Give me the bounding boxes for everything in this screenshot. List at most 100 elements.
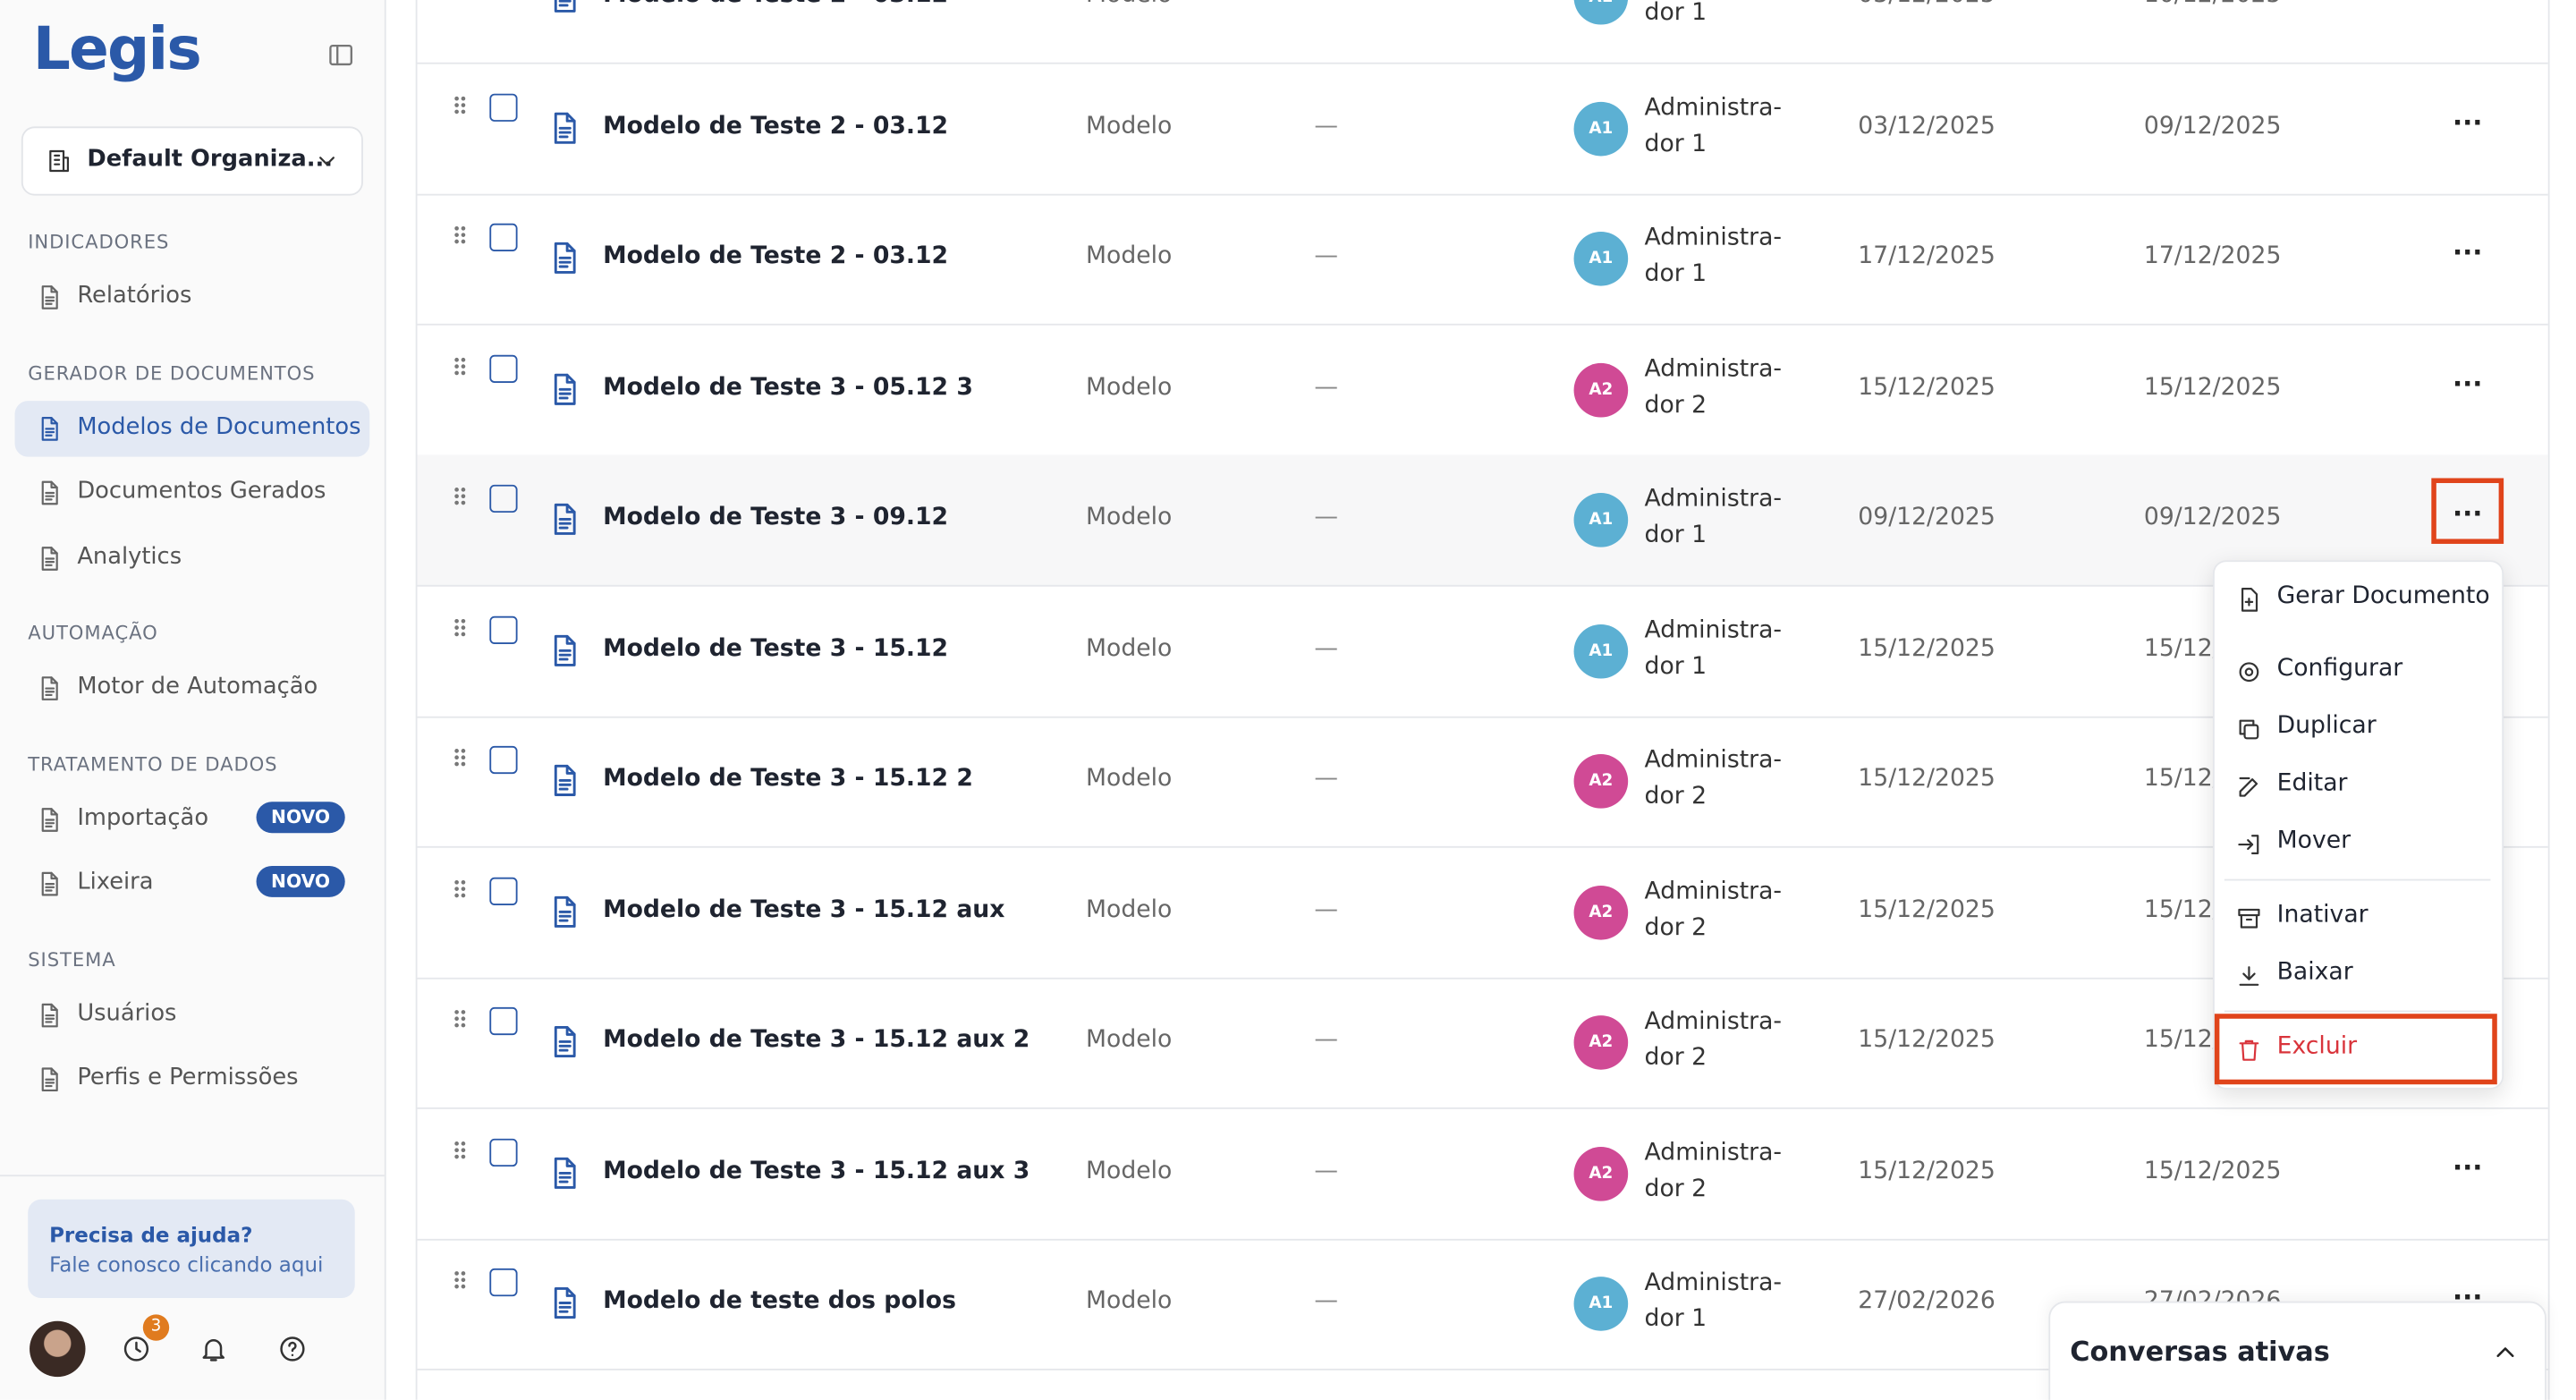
checkbox[interactable]	[489, 1006, 518, 1036]
type: Modelo	[1086, 112, 1173, 140]
icon	[454, 95, 466, 114]
menu-item[interactable]: Editar	[2224, 766, 2491, 809]
menu-item[interactable]: Configurar	[2224, 650, 2491, 693]
chat-widget[interactable]: Conversas ativas	[2048, 1301, 2546, 1400]
icon-part	[461, 233, 466, 237]
icon-part	[558, 1171, 572, 1183]
checkbox[interactable]	[489, 615, 518, 644]
icon	[454, 488, 466, 505]
checkbox[interactable]	[489, 223, 518, 252]
menu-item[interactable]: Duplicar	[2224, 708, 2491, 751]
icon	[454, 1141, 466, 1158]
table-row: Modelo de Teste 2 - 03.12Modelo—A1Admini…	[417, 0, 2548, 64]
icon-part	[558, 256, 572, 268]
document-name[interactable]: Modelo de Teste 3 - 15.12 aux 2	[603, 1026, 1030, 1054]
menu-item[interactable]: Gerar Documento	[2224, 579, 2491, 622]
nav-label: Analytics	[77, 543, 182, 570]
menu-item[interactable]: Excluir	[2224, 1029, 2491, 1072]
document-name[interactable]: Modelo de Teste 2 - 03.12	[603, 0, 948, 8]
icon-part	[565, 764, 576, 775]
icon-part	[45, 1078, 55, 1088]
tag: —	[1314, 0, 1338, 8]
checkbox[interactable]	[489, 1268, 518, 1297]
menu-item[interactable]: Baixar	[2224, 955, 2491, 997]
user-avatar: A1	[1573, 231, 1629, 286]
table-row: Modelo de Teste 3 - 05.12 3 Modelo — A2 Admi…	[417, 325, 2548, 456]
checkbox[interactable]	[489, 484, 518, 513]
checkbox[interactable]	[489, 876, 518, 905]
chat-title: Conversas ativas	[2070, 1336, 2330, 1368]
icon-part	[461, 892, 466, 897]
icon	[454, 356, 466, 375]
user-avatar: A1	[1573, 0, 1629, 25]
icon-part	[2251, 835, 2259, 854]
user-name-2: dor 1	[1644, 131, 1707, 157]
table-row: Modelo de Teste 3 - 15.12 aux 3 Modelo — A2…	[417, 1108, 2548, 1240]
nav-item[interactable]: Importação NOVO	[15, 791, 370, 846]
document-name[interactable]: Modelo de teste dos polos	[603, 1287, 956, 1315]
context-menu: Gerar Documento Configurar Duplicar Editar M…	[2213, 560, 2504, 1090]
icon-part	[461, 102, 466, 106]
nav-label: Documentos Gerados	[77, 478, 326, 505]
table-row: Modelo de teste dos polos Modelo — A1 Admini…	[417, 1239, 2548, 1370]
document-name[interactable]: Modelo de Teste 3 - 15.12 aux 3	[603, 1157, 1030, 1184]
user-avatar: A1	[1573, 1277, 1629, 1331]
document-name[interactable]: Modelo de Teste 2 - 03.12	[603, 242, 949, 270]
icon	[280, 1336, 305, 1362]
document-name[interactable]: Modelo de Teste 3 - 05.12 3	[603, 373, 973, 401]
document-name[interactable]: Modelo de Teste 3 - 15.12 aux	[603, 895, 1005, 923]
icon-part	[50, 1002, 58, 1011]
icon-part	[558, 910, 572, 921]
icon	[554, 242, 576, 274]
icon-part	[554, 242, 576, 274]
more-button[interactable]: ···	[2452, 367, 2483, 399]
updated-date: 17/12/2025	[2143, 242, 2282, 270]
created-date: 09/12/2025	[1858, 504, 1996, 531]
nav-item[interactable]: Lixeira NOVO	[15, 856, 370, 912]
nav-item[interactable]: Modelos de Documentos	[14, 400, 370, 456]
user-name-2: dor 1	[1644, 0, 1707, 27]
icon	[554, 111, 576, 143]
nav-item[interactable]: Documentos Gerados	[15, 465, 370, 521]
nav-item[interactable]: Relatórios	[15, 269, 370, 325]
more-button[interactable]: ···	[2452, 497, 2483, 530]
type: Modelo	[1086, 373, 1173, 401]
section-title: GERADOR DE DOCUMENTOS	[28, 361, 316, 384]
document-name[interactable]: Modelo de Teste 2 - 03.12	[603, 112, 949, 140]
table-row: Modelo de Teste 3 - 15.12 aux Modelo — A2 Ad…	[417, 847, 2548, 979]
more-button[interactable]: ···	[2450, 0, 2486, 12]
organization-selector[interactable]: Default Organiza...	[21, 126, 363, 196]
nav-item[interactable]: Analytics	[15, 530, 370, 585]
checkbox[interactable]	[489, 1137, 518, 1167]
icon-part	[454, 631, 459, 636]
highlight-box	[2431, 478, 2504, 544]
more-button[interactable]: ···	[2452, 236, 2483, 268]
tag: —	[1314, 765, 1338, 793]
checkbox[interactable]	[489, 92, 518, 121]
icon-part	[41, 546, 58, 570]
icon-part	[454, 749, 459, 753]
icon-part	[2244, 667, 2254, 676]
icon-part	[454, 225, 459, 231]
more-button[interactable]: ···	[2452, 1150, 2483, 1183]
checkbox[interactable]	[489, 745, 518, 775]
checkbox[interactable]	[489, 353, 518, 383]
document-name[interactable]: Modelo de Teste 3 - 09.12	[603, 504, 949, 531]
user-avatar[interactable]	[30, 1320, 86, 1378]
nav-item[interactable]: Usuários	[15, 987, 370, 1042]
icon-part	[454, 879, 459, 884]
document-name[interactable]: Modelo de Teste 3 - 15.12	[603, 634, 949, 662]
icon-part	[45, 427, 55, 436]
nav-item[interactable]: Perfis e Permissões	[15, 1051, 370, 1107]
menu-item[interactable]: Mover	[2224, 823, 2491, 866]
icon-part	[454, 369, 459, 375]
help-card[interactable]: Precisa de ajuda? Fale conosco clicando a…	[28, 1199, 355, 1298]
nav-item[interactable]: Motor de Automação	[15, 660, 370, 716]
user-name-1: Administra-	[1644, 225, 1783, 252]
icon-part	[2243, 724, 2259, 740]
more-button[interactable]: ···	[2452, 106, 2483, 138]
icon-part	[329, 44, 352, 66]
document-name[interactable]: Modelo de Teste 3 - 15.12 2	[603, 765, 973, 793]
menu-item[interactable]: Inativar	[2224, 897, 2491, 940]
highlight-box	[2214, 1014, 2497, 1085]
